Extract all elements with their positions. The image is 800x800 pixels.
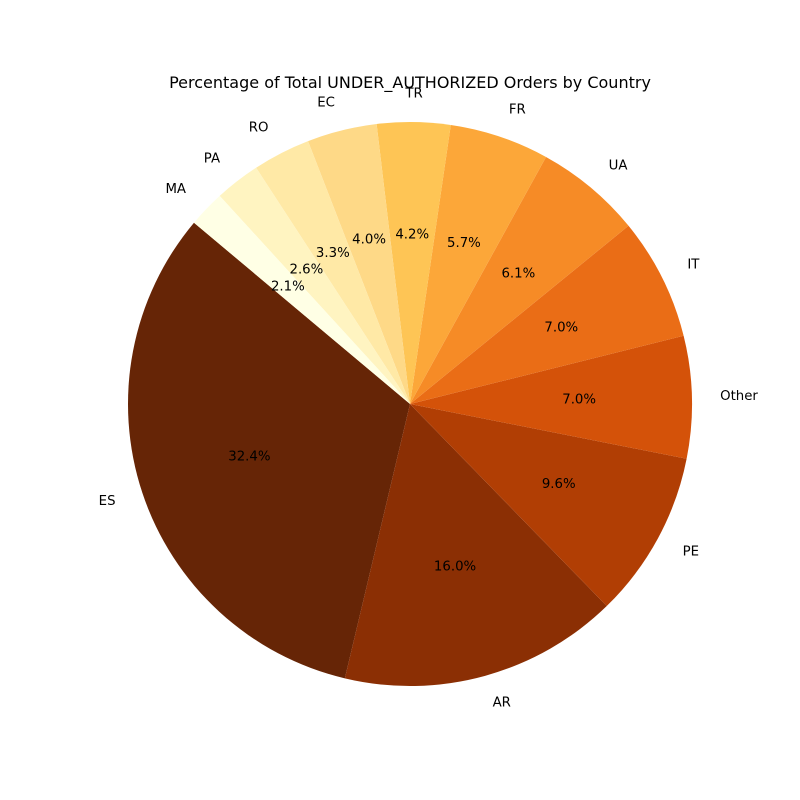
pie-slice-ua (410, 156, 629, 404)
pie-slice-other (410, 335, 692, 459)
slice-percent-pe: 9.6% (542, 477, 576, 492)
pie-slice-ro (256, 141, 410, 404)
slice-percent-fr: 5.7% (447, 236, 481, 251)
slice-percent-it: 7.0% (544, 321, 578, 336)
slice-label-other: Other (720, 389, 758, 404)
slice-percent-ma: 2.1% (271, 279, 305, 294)
slice-label-ua: UA (609, 158, 628, 173)
pie-slices (128, 121, 692, 687)
slice-percent-ro: 3.3% (316, 246, 350, 261)
pie-slice-es (128, 222, 410, 679)
pie-slice-ma (193, 195, 410, 404)
slice-label-it: IT (687, 258, 700, 273)
slice-percent-ec: 4.0% (352, 232, 386, 247)
slice-percent-ar: 16.0% (434, 560, 476, 575)
slice-percent-other: 7.0% (562, 392, 596, 407)
pie-slice-pa (219, 167, 410, 404)
pie-slice-pe (410, 404, 687, 607)
slice-percent-pa: 2.6% (289, 263, 323, 278)
pie-slice-fr (410, 124, 547, 404)
pie-slice-ar (344, 404, 607, 687)
pie-labels: ES 32.4% AR 16.0% PE 9.6% Other 7.0% IT 7.0% UA 6.1… (99, 86, 759, 710)
slice-percent-tr: 4.2% (395, 227, 429, 242)
slice-label-ec: EC (317, 96, 335, 111)
slice-percent-es: 32.4% (228, 450, 270, 465)
chart-title: Percentage of Total UNDER_AUTHORIZED Ord… (169, 73, 651, 93)
pie-slice-it (410, 225, 684, 404)
slice-label-es: ES (99, 494, 116, 509)
slice-label-tr: TR (404, 86, 422, 101)
slice-label-ma: MA (165, 182, 186, 197)
pie-slice-ec (308, 123, 410, 404)
slice-percent-ua: 6.1% (501, 267, 535, 282)
slice-label-pe: PE (683, 544, 699, 559)
slice-label-pa: PA (204, 151, 220, 166)
slice-label-ro: RO (249, 120, 269, 135)
slice-label-ar: AR (493, 696, 511, 711)
pie-slice-tr (376, 121, 451, 404)
slice-label-fr: FR (509, 102, 526, 117)
